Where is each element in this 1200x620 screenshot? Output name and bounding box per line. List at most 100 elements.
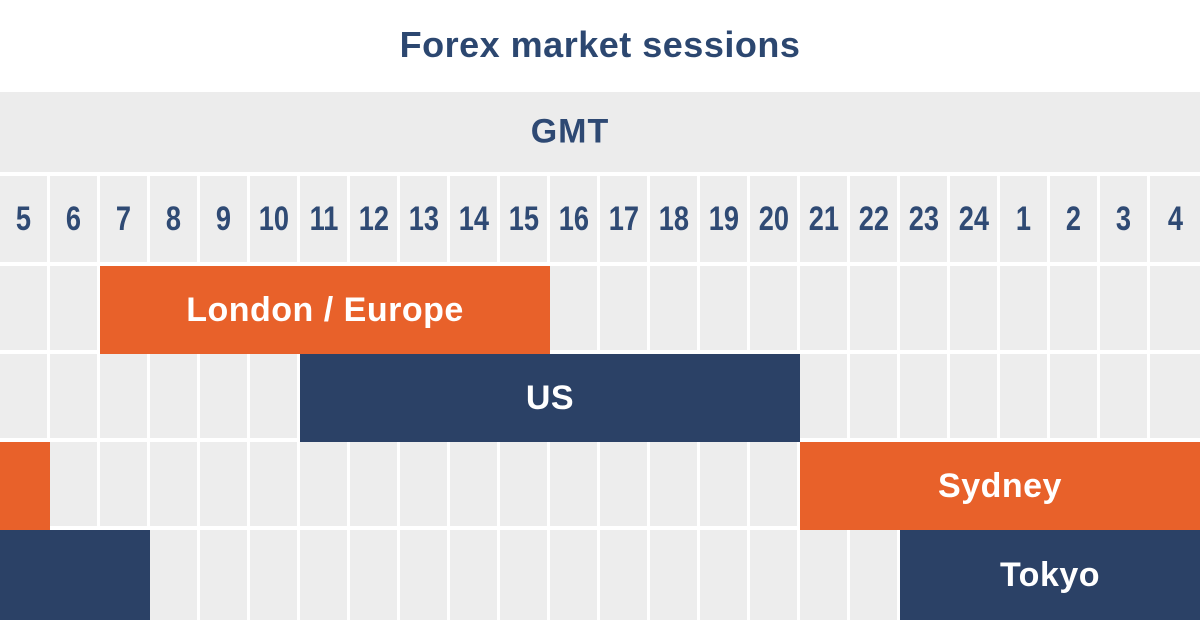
hour-cell: 23 [900, 176, 950, 262]
grid-cell [1150, 266, 1200, 350]
hour-tick-label: 23 [908, 199, 939, 238]
hour-cell: 24 [950, 176, 1000, 262]
hour-tick-label: 6 [65, 199, 82, 238]
hour-tick-label: 4 [1167, 199, 1183, 238]
hour-tick-label: 9 [215, 199, 232, 238]
grid-cell [500, 442, 550, 526]
grid-cell [700, 530, 750, 620]
hour-tick-label: 20 [758, 199, 789, 238]
hour-cell: 10 [250, 176, 300, 262]
hour-tick-label: 18 [658, 199, 689, 238]
grid-cell [300, 442, 350, 526]
grid-cell [650, 266, 700, 350]
hour-cell: 17 [600, 176, 650, 262]
grid-cell [700, 442, 750, 526]
gmt-header: GMT [0, 92, 1200, 172]
grid-cell [850, 354, 900, 438]
hour-cell: 18 [650, 176, 700, 262]
hour-tick-label: 19 [708, 199, 739, 238]
grid-cell [450, 442, 500, 526]
hour-tick-label: 12 [358, 199, 389, 238]
hour-tick-label: 7 [115, 199, 132, 238]
hour-tick-label: 3 [1115, 199, 1132, 238]
grid-cell [1100, 266, 1150, 350]
grid-cell [800, 530, 850, 620]
hour-tick-label: 1 [1015, 199, 1032, 238]
gmt-label: GMT [530, 112, 610, 151]
grid-cell [700, 266, 750, 350]
hour-cell: 3 [1100, 176, 1150, 262]
session-bar-sydney-wrap [0, 442, 50, 530]
grid-cell [200, 442, 250, 526]
grid-cell [900, 354, 950, 438]
grid-cell [1150, 354, 1200, 438]
hour-cell: 8 [150, 176, 200, 262]
hour-tick-label: 10 [258, 199, 289, 238]
hour-cell: 9 [200, 176, 250, 262]
grid-cell [0, 354, 50, 438]
grid-cell [250, 530, 300, 620]
session-bar-london-europe: London / Europe [100, 266, 550, 354]
hour-tick-label: 2 [1065, 199, 1082, 238]
grid-cell [650, 442, 700, 526]
hour-cell: 2 [1050, 176, 1100, 262]
hour-cell: 14 [450, 176, 500, 262]
grid-cell [550, 530, 600, 620]
grid-cell [250, 354, 300, 438]
grid-cell [50, 266, 100, 350]
grid-cell [950, 354, 1000, 438]
grid-cell [750, 266, 800, 350]
grid-cell [450, 530, 500, 620]
hour-cell: 16 [550, 176, 600, 262]
session-bar-label: US [525, 378, 575, 417]
hour-cell: 6 [50, 176, 100, 262]
hour-cell: 21 [800, 176, 850, 262]
grid-cell [800, 266, 850, 350]
hour-tick-label: 8 [165, 199, 182, 238]
grid-cell [150, 530, 200, 620]
grid-cell [1050, 266, 1100, 350]
hour-tick-label: 17 [608, 199, 639, 238]
grid-cell [800, 354, 850, 438]
hour-cell: 11 [300, 176, 350, 262]
grid-cell [500, 530, 550, 620]
grid-cell [1050, 354, 1100, 438]
hour-cell: 12 [350, 176, 400, 262]
hour-tick-label: 24 [958, 199, 989, 238]
grid-cell [750, 442, 800, 526]
hour-cell: 13 [400, 176, 450, 262]
hour-cell: 4 [1150, 176, 1200, 262]
session-bar-label: Sydney [938, 466, 1062, 505]
hour-cell: 15 [500, 176, 550, 262]
grid-cell [150, 442, 200, 526]
hours-axis: 5 6 7 8 9 10 11 12 13 14 15 16 17 18 19 20 21 22 23 24 1 2 3 4 [0, 176, 1200, 262]
grid-cell [950, 266, 1000, 350]
hour-cell: 1 [1000, 176, 1050, 262]
grid-cell [600, 530, 650, 620]
grid-cell [350, 530, 400, 620]
grid-cell [850, 530, 900, 620]
grid-cell [200, 530, 250, 620]
grid-cell [350, 442, 400, 526]
grid-cell [1100, 354, 1150, 438]
hour-tick-label: 13 [408, 199, 439, 238]
hour-tick-label: 14 [458, 199, 489, 238]
hour-tick-label: 5 [15, 199, 32, 238]
grid-cell [200, 354, 250, 438]
hour-tick-label: 22 [858, 199, 889, 238]
session-bar-tokyo-wrap [0, 530, 150, 620]
hour-tick-label: 11 [309, 199, 338, 238]
grid-cell [650, 530, 700, 620]
grid-cell [600, 442, 650, 526]
grid-cell [550, 266, 600, 350]
session-bar-tokyo: Tokyo [900, 530, 1200, 620]
session-bar-us: US [300, 354, 800, 442]
grid-cell [50, 354, 100, 438]
grid-cell [400, 530, 450, 620]
hour-cell: 7 [100, 176, 150, 262]
hour-cell: 5 [0, 176, 50, 262]
grid-cell [1000, 354, 1050, 438]
session-bar-label: London / Europe [186, 290, 464, 329]
grid-cell [100, 354, 150, 438]
